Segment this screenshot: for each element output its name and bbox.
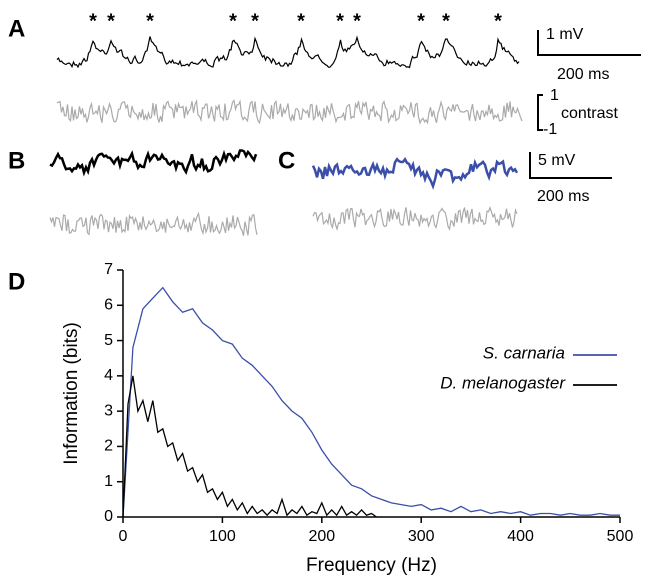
y-tick-label: 3 (104, 402, 113, 419)
scale-label: 200 ms (557, 66, 609, 83)
scale-label: 5 mV (538, 152, 576, 169)
series-line (122, 375, 377, 518)
panel-letter: D (8, 268, 25, 295)
plot: 0 100 200 300 400 500 0 1 2 3 4 5 6 7 Frequency (Hz) In… (61, 261, 633, 576)
peak-marker: * (229, 10, 237, 32)
scale-label: 1 (550, 87, 559, 104)
peak-marker: * (417, 10, 425, 32)
x-tick-label: 100 (209, 528, 236, 545)
panel-letter: C (278, 147, 295, 174)
scale-bar (537, 94, 543, 131)
y-axis-label: Information (bits) (61, 322, 82, 465)
x-tick-label: 500 (607, 528, 634, 545)
y-tick-label: 0 (104, 508, 113, 525)
y-tick-label: 5 (104, 332, 113, 349)
x-tick-label: 200 (308, 528, 335, 545)
y-tick-label: 1 (104, 473, 113, 490)
trace (49, 211, 258, 236)
peak-marker: * (494, 10, 502, 32)
peak-marker: * (297, 10, 305, 32)
peak-marker: * (442, 10, 450, 32)
scale-label: contrast (561, 105, 618, 122)
y-tick-label: 7 (104, 261, 113, 278)
y-tick-label: 2 (104, 438, 113, 455)
x-tick-label: 0 (119, 528, 128, 545)
y-tick-label: 4 (104, 367, 113, 384)
traces: * * * * * * * * * * * (49, 10, 523, 236)
peak-marker: * (353, 10, 361, 32)
scale-bar (529, 152, 612, 179)
trace (49, 149, 258, 177)
trace (312, 205, 518, 232)
scale-label: 1 mV (546, 26, 584, 43)
legend-label: S. carnaria (483, 343, 565, 362)
y-tick-label: 6 (104, 297, 113, 314)
peak-marker: * (336, 10, 344, 32)
panel-letter: A (8, 15, 25, 42)
scale-bars (529, 30, 641, 179)
x-axis-label: Frequency (Hz) (306, 555, 437, 576)
scale-label: -1 (543, 121, 557, 138)
peak-marker: * (89, 10, 97, 32)
x-tick-label: 300 (408, 528, 435, 545)
legend-label: D. melanogaster (440, 373, 566, 392)
trace (56, 35, 520, 69)
series-line (122, 286, 620, 518)
trace (56, 98, 523, 125)
peak-marker: * (146, 10, 154, 32)
trace (311, 157, 519, 190)
panel-letter: B (8, 147, 25, 174)
peak-marker: * (107, 10, 115, 32)
scale-label: 200 ms (537, 188, 589, 205)
scale-bar (537, 30, 641, 56)
peak-marker: * (251, 10, 259, 32)
x-tick-label: 400 (507, 528, 534, 545)
